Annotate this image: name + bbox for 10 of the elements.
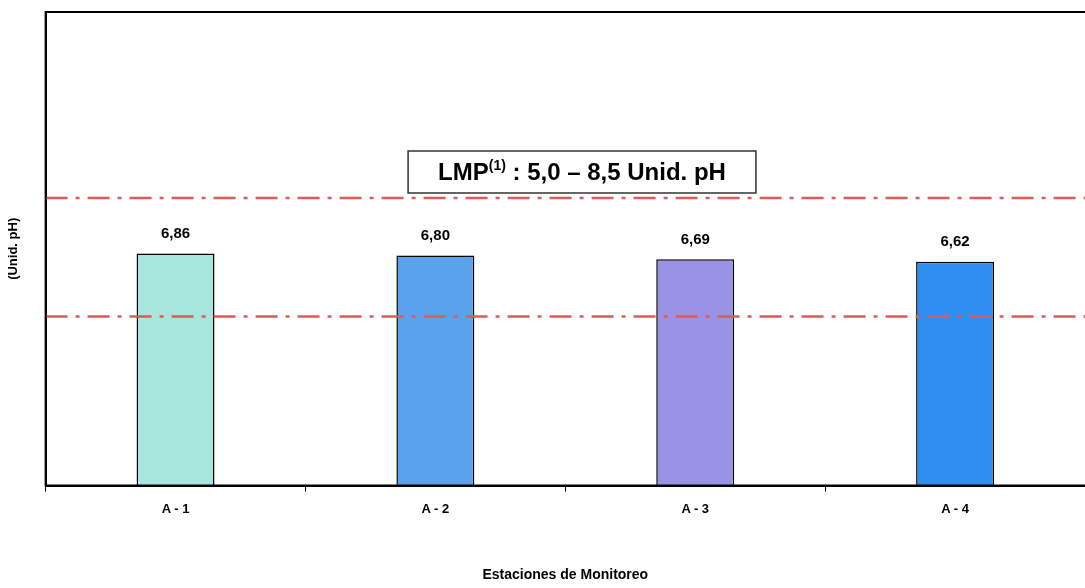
x-tick-label: A - 3 <box>681 500 710 516</box>
x-tick-label: A - 1 <box>161 500 190 516</box>
data-label: 6,86 <box>160 224 191 242</box>
x-tick-label: A - 4 <box>941 500 970 516</box>
x-axis-title: Estaciones de Monitoreo <box>482 566 649 583</box>
data-label: 6,62 <box>940 232 970 250</box>
data-label: 6,80 <box>420 226 450 244</box>
data-label: 6,69 <box>680 229 710 247</box>
y-axis-title: (Unid. pH) <box>5 217 21 280</box>
x-tick-label: A - 2 <box>421 500 450 516</box>
